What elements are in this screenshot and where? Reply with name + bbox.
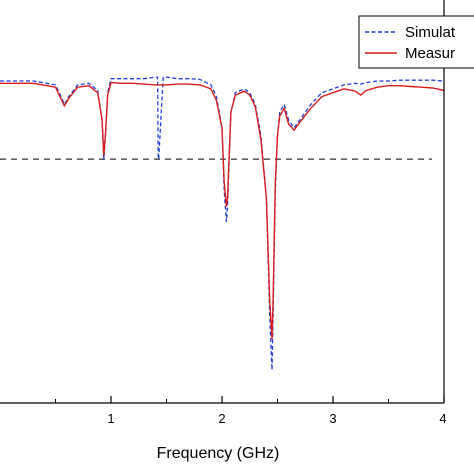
plot-area: 1 2 3 4 [0, 0, 447, 426]
x-tick-label: 3 [329, 411, 336, 426]
x-ticks: 1 2 3 4 [55, 396, 447, 426]
x-tick-label: 1 [107, 411, 114, 426]
x-axis-title: Frequency (GHz) [157, 445, 280, 462]
legend-box [358, 15, 474, 69]
legend-label: Simulat [405, 24, 456, 41]
x-tick-label: 2 [218, 411, 225, 426]
series-line-simulated [0, 76, 444, 371]
legend-label: Measur [405, 45, 455, 62]
legend-entries: Simulat Measur [365, 24, 456, 62]
series-line-measured [0, 81, 444, 340]
series-layer [0, 76, 444, 371]
legend: Simulat Measur [358, 15, 474, 69]
x-tick-label: 4 [439, 411, 446, 426]
